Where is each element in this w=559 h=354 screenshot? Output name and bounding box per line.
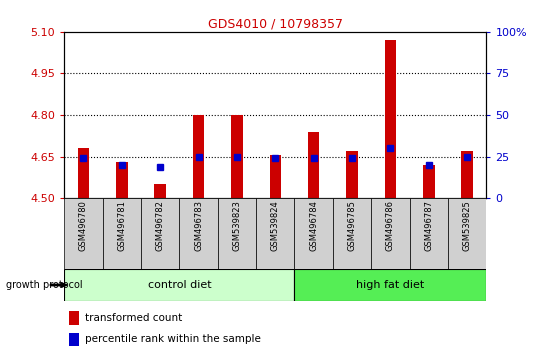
Text: GSM496784: GSM496784	[309, 200, 318, 251]
Bar	[295, 269, 486, 301]
Bar	[461, 151, 473, 198]
Text: GSM496785: GSM496785	[348, 200, 357, 251]
Bar	[64, 198, 103, 269]
Bar	[141, 198, 179, 269]
Bar	[103, 198, 141, 269]
Bar	[371, 198, 410, 269]
Text: GSM496783: GSM496783	[194, 200, 203, 251]
Bar	[269, 155, 281, 198]
Text: control diet: control diet	[148, 280, 211, 290]
Bar	[448, 198, 486, 269]
Bar	[64, 269, 295, 301]
Bar	[218, 198, 256, 269]
Text: GSM496780: GSM496780	[79, 200, 88, 251]
Bar	[295, 198, 333, 269]
Bar	[69, 312, 79, 325]
Text: GSM539824: GSM539824	[271, 200, 280, 251]
Bar	[193, 115, 205, 198]
Bar	[154, 184, 166, 198]
Text: GSM496787: GSM496787	[424, 200, 433, 251]
Title: GDS4010 / 10798357: GDS4010 / 10798357	[208, 18, 343, 31]
Text: high fat diet: high fat diet	[356, 280, 424, 290]
Bar	[346, 151, 358, 198]
Bar	[256, 198, 295, 269]
Text: GSM496782: GSM496782	[156, 200, 165, 251]
Bar	[179, 198, 218, 269]
Text: growth protocol: growth protocol	[6, 280, 82, 290]
Bar	[69, 333, 79, 346]
Text: transformed count: transformed count	[86, 313, 183, 323]
Bar	[116, 162, 127, 198]
Bar	[308, 132, 319, 198]
Bar	[385, 40, 396, 198]
Text: GSM496781: GSM496781	[117, 200, 126, 251]
Text: GSM539825: GSM539825	[463, 200, 472, 251]
Bar	[231, 115, 243, 198]
Text: GSM496786: GSM496786	[386, 200, 395, 251]
Text: GSM539823: GSM539823	[233, 200, 241, 251]
Bar	[78, 148, 89, 198]
Bar	[423, 165, 434, 198]
Bar	[410, 198, 448, 269]
Text: percentile rank within the sample: percentile rank within the sample	[86, 335, 261, 344]
Bar	[333, 198, 371, 269]
